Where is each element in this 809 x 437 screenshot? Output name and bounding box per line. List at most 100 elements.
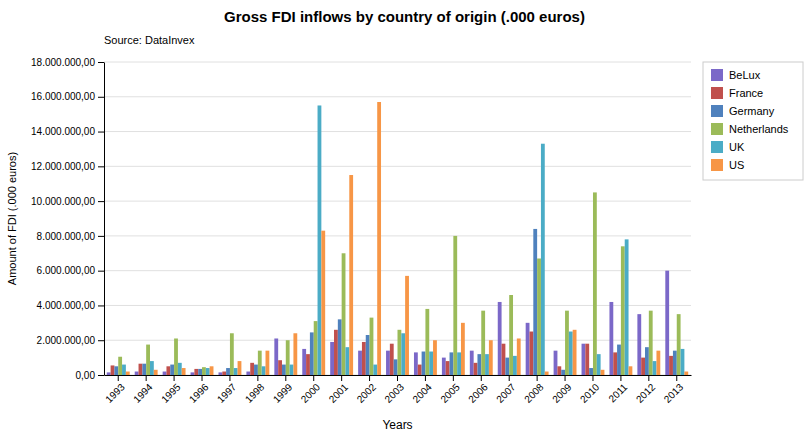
tick-label: 2002 <box>355 381 379 405</box>
bar <box>509 295 513 375</box>
bar-series <box>111 330 673 375</box>
bar <box>442 358 446 375</box>
tick-label: 1996 <box>187 381 211 405</box>
tick-label: 10.000.000,00 <box>31 196 95 207</box>
bar <box>629 366 633 375</box>
plot-area: 1993199419951996199719981999200020012002… <box>31 57 691 405</box>
bar <box>401 333 405 375</box>
tick-label: 1997 <box>215 381 239 405</box>
bar <box>254 365 258 375</box>
legend-item: France <box>711 87 763 99</box>
tick: 2005 <box>438 375 462 405</box>
bar <box>545 372 549 375</box>
tick-label: 1999 <box>271 381 295 405</box>
tick: 2008 <box>522 375 546 405</box>
tick-label: 2005 <box>438 381 462 405</box>
bar <box>645 347 649 375</box>
bar <box>118 357 122 375</box>
bar <box>250 363 254 375</box>
bar <box>373 365 377 375</box>
legend-label: BeLux <box>729 69 761 81</box>
grid-line <box>104 235 691 236</box>
bar <box>321 231 325 375</box>
grid-line <box>104 131 691 132</box>
grid-line <box>104 166 691 167</box>
tick-mark <box>174 375 175 381</box>
tick-label: 2001 <box>327 381 351 405</box>
tick-label: 12.000.000,00 <box>31 161 95 172</box>
bar <box>338 319 342 375</box>
bar <box>286 340 290 375</box>
legend-item: Germany <box>711 105 775 117</box>
bar <box>653 361 657 375</box>
bar <box>593 192 597 375</box>
bar <box>293 333 297 375</box>
tick-mark <box>98 97 104 98</box>
grid-line <box>104 62 691 63</box>
tick-mark <box>98 271 104 272</box>
bar <box>306 354 310 375</box>
tick: 1994 <box>131 375 155 405</box>
bar <box>641 358 645 375</box>
tick-label: 2000 <box>299 381 323 405</box>
tick: 1999 <box>271 375 295 405</box>
grid <box>104 62 691 375</box>
bar <box>330 342 334 375</box>
tick-mark <box>620 375 621 381</box>
tick: 1997 <box>215 375 239 405</box>
tick-label: 6.000.000,00 <box>37 265 96 276</box>
tick-label: 1995 <box>159 381 183 405</box>
bar <box>498 302 502 375</box>
tick-mark <box>481 375 482 381</box>
tick-label: 0,00 <box>76 370 96 381</box>
tick-mark <box>676 375 677 381</box>
bar <box>114 366 118 375</box>
bar <box>386 351 390 375</box>
bar <box>342 253 346 375</box>
bar <box>517 338 521 375</box>
bar <box>230 333 234 375</box>
bar <box>366 335 370 375</box>
grid-line <box>104 305 691 306</box>
legend-label: US <box>729 159 744 171</box>
bar <box>302 349 306 375</box>
bar <box>665 271 669 375</box>
tick: 2013 <box>662 375 686 405</box>
bar <box>425 309 429 375</box>
tick-mark <box>146 375 147 381</box>
tick: 2011 <box>606 375 629 404</box>
tick: 0,00 <box>76 370 104 381</box>
tick-mark <box>425 375 426 381</box>
bar <box>174 338 178 375</box>
tick: 2.000.000,00 <box>37 335 104 346</box>
tick-label: 1998 <box>243 381 267 405</box>
tick-mark <box>369 375 370 381</box>
bar <box>601 370 605 375</box>
y-axis-title: Amount of FDI (.000 euros) <box>6 152 18 285</box>
bar <box>489 340 493 375</box>
tick-label: 2012 <box>634 381 658 405</box>
tick-mark <box>537 375 538 381</box>
bar <box>142 364 146 375</box>
bar <box>194 369 198 375</box>
bar <box>474 363 478 375</box>
bar <box>582 344 586 375</box>
bar <box>107 372 111 375</box>
bar <box>226 368 230 375</box>
legend-label: UK <box>729 141 745 153</box>
bar <box>569 332 573 375</box>
bar <box>377 102 381 375</box>
bar <box>589 368 593 375</box>
bar <box>182 368 186 375</box>
bar <box>585 344 589 375</box>
tick-mark <box>118 375 119 381</box>
tick-label: 2011 <box>606 381 629 404</box>
bar <box>457 352 461 375</box>
bar <box>362 342 366 375</box>
tick-mark <box>98 236 104 237</box>
bar <box>414 352 418 375</box>
legend: BeLuxFranceGermanyNetherlandsUKUS <box>703 62 803 180</box>
bar <box>656 351 660 375</box>
bar-series <box>126 102 688 375</box>
legend-swatch <box>711 123 723 135</box>
